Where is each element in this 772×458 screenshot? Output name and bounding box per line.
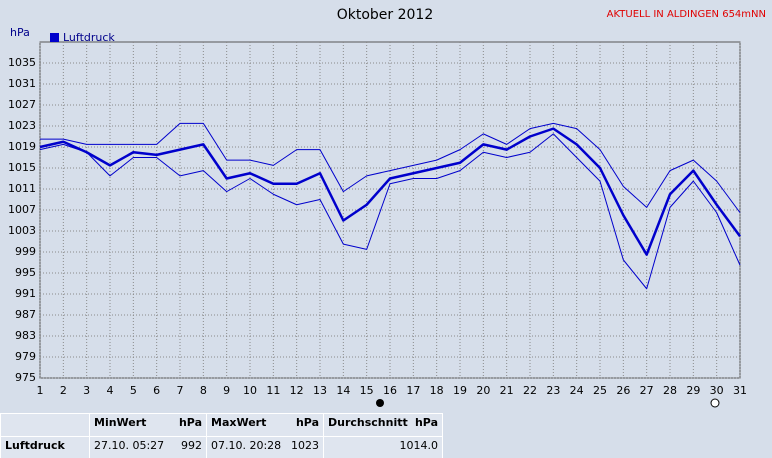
cell: MinWert hPa [89, 413, 207, 437]
x-tick-label: 12 [290, 384, 304, 397]
x-tick-label: 11 [266, 384, 280, 397]
x-tick-label: 17 [406, 384, 420, 397]
y-tick-label: 1003 [8, 224, 36, 237]
x-tick-label: 31 [733, 384, 747, 397]
y-tick-label: 1023 [8, 119, 36, 132]
y-tick-label: 1031 [8, 77, 36, 90]
y-tick-label: 1015 [8, 161, 36, 174]
header-unit: hPa [414, 416, 438, 429]
cell [0, 413, 90, 437]
y-tick-label: 987 [15, 308, 36, 321]
row-label: Luftdruck [0, 436, 90, 458]
x-tick-label: 13 [313, 384, 327, 397]
min-time: 27.10. 05:27 [94, 439, 165, 452]
x-tick-label: 5 [130, 384, 137, 397]
x-tick-label: 19 [453, 384, 467, 397]
header-unit: hPa [178, 416, 202, 429]
mean-value: 1014.0 [323, 436, 443, 458]
chart: Oktober 2012 AKTUELL IN ALDINGEN 654mNN … [8, 7, 766, 408]
legend-label: Luftdruck [63, 31, 115, 44]
x-tick-label: 22 [523, 384, 537, 397]
x-tick-label: 2 [60, 384, 67, 397]
header: Durchschnitt [328, 416, 408, 429]
data-line [39, 127, 742, 256]
y-tick-label: 983 [15, 329, 36, 342]
x-tick-label: 30 [710, 384, 724, 397]
header-unit: hPa [295, 416, 319, 429]
x-tick-label: 29 [686, 384, 700, 397]
x-tick-label: 20 [476, 384, 490, 397]
y-tick-label: 999 [15, 245, 36, 258]
y-tick-label: 1011 [8, 182, 36, 195]
moon-icon [710, 398, 720, 408]
x-tick-label: 9 [223, 384, 230, 397]
cell: Durchschnitt hPa [323, 413, 443, 437]
y-tick-label: 1035 [8, 56, 36, 69]
x-tick-label: 21 [500, 384, 514, 397]
y-tick-label: 1027 [8, 98, 36, 111]
legend-swatch [50, 33, 59, 42]
y-tick-label: 975 [15, 371, 36, 384]
header: MinWert [94, 416, 147, 429]
x-tick-label: 28 [663, 384, 677, 397]
moon-icon [376, 399, 384, 407]
x-tick-label: 8 [200, 384, 207, 397]
x-tick-label: 18 [430, 384, 444, 397]
min-value: 992 [181, 439, 202, 452]
cell: 27.10. 05:27 992 [89, 436, 207, 458]
x-tick-label: 1 [37, 384, 44, 397]
y-tick-label: 995 [15, 266, 36, 279]
data-line [40, 122, 741, 213]
x-tick-label: 25 [593, 384, 607, 397]
x-tick-label: 16 [383, 384, 397, 397]
max-time: 07.10. 20:28 [211, 439, 282, 452]
chart-subtitle: AKTUELL IN ALDINGEN 654mNN [607, 9, 766, 20]
cell: 07.10. 20:28 1023 [206, 436, 324, 458]
chart-title: Oktober 2012 [337, 7, 434, 23]
y-tick-label: 1019 [8, 140, 36, 153]
x-tick-label: 14 [336, 384, 350, 397]
x-tick-label: 10 [243, 384, 257, 397]
x-tick-label: 15 [360, 384, 374, 397]
x-tick-label: 3 [83, 384, 90, 397]
cell: MaxWert hPa [206, 413, 324, 437]
data-line [39, 133, 741, 290]
y-tick-label: 1007 [8, 203, 36, 216]
y-axis-label: hPa [10, 26, 30, 39]
x-tick-label: 27 [640, 384, 654, 397]
max-value: 1023 [291, 439, 319, 452]
x-tick-label: 23 [546, 384, 560, 397]
y-tick-label: 979 [15, 350, 36, 363]
x-tick-label: 26 [616, 384, 630, 397]
x-tick-label: 6 [153, 384, 160, 397]
y-tick-label: 991 [15, 287, 36, 300]
x-tick-label: 7 [177, 384, 184, 397]
header: MaxWert [211, 416, 267, 429]
x-tick-label: 4 [107, 384, 114, 397]
summary-table: MinWert hPa MaxWert hPa Durchschnitt hPa Lu… [0, 413, 443, 458]
x-tick-label: 24 [570, 384, 584, 397]
